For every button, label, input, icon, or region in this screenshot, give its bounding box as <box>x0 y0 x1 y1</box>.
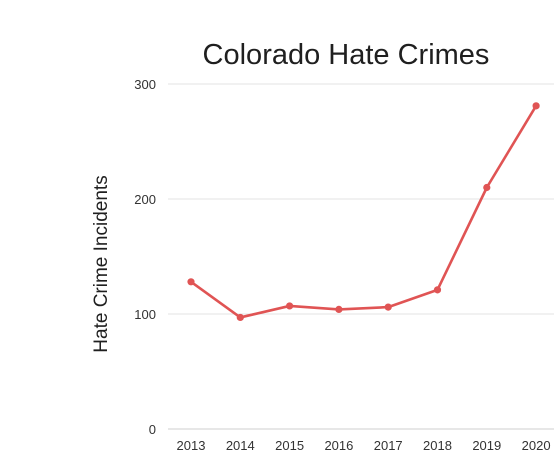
y-tick-label: 300 <box>134 77 156 92</box>
data-point <box>483 183 491 192</box>
data-point <box>187 278 195 286</box>
gridlines <box>168 83 554 430</box>
x-tick-label: 2020 <box>522 438 551 453</box>
chart-title: Colorado Hate Crimes <box>203 39 490 71</box>
data-point <box>236 313 244 322</box>
data-point <box>433 286 442 294</box>
x-tick-labels: 2013 2014 2015 2016 2017 2018 2019 2020 <box>177 438 551 453</box>
data-point <box>335 305 343 313</box>
data-point <box>532 102 540 110</box>
series-layer <box>187 102 540 322</box>
x-tick-label: 2019 <box>472 438 501 453</box>
x-tick-label: 2016 <box>324 438 353 453</box>
x-tick-label: 2013 <box>177 438 206 453</box>
y-axis-label: Hate Crime Incidents <box>91 175 112 352</box>
series-line <box>189 104 538 319</box>
y-tick-label: 100 <box>134 307 156 322</box>
data-point <box>384 303 392 311</box>
x-tick-label: 2018 <box>423 438 452 453</box>
y-tick-label: 0 <box>149 422 156 437</box>
y-tick-label: 200 <box>134 192 156 207</box>
y-tick-labels: 0 100 200 300 <box>134 77 156 437</box>
data-point <box>286 302 294 310</box>
x-tick-label: 2017 <box>374 438 403 453</box>
x-tick-label: 2014 <box>226 438 255 453</box>
x-tick-label: 2015 <box>275 438 304 453</box>
